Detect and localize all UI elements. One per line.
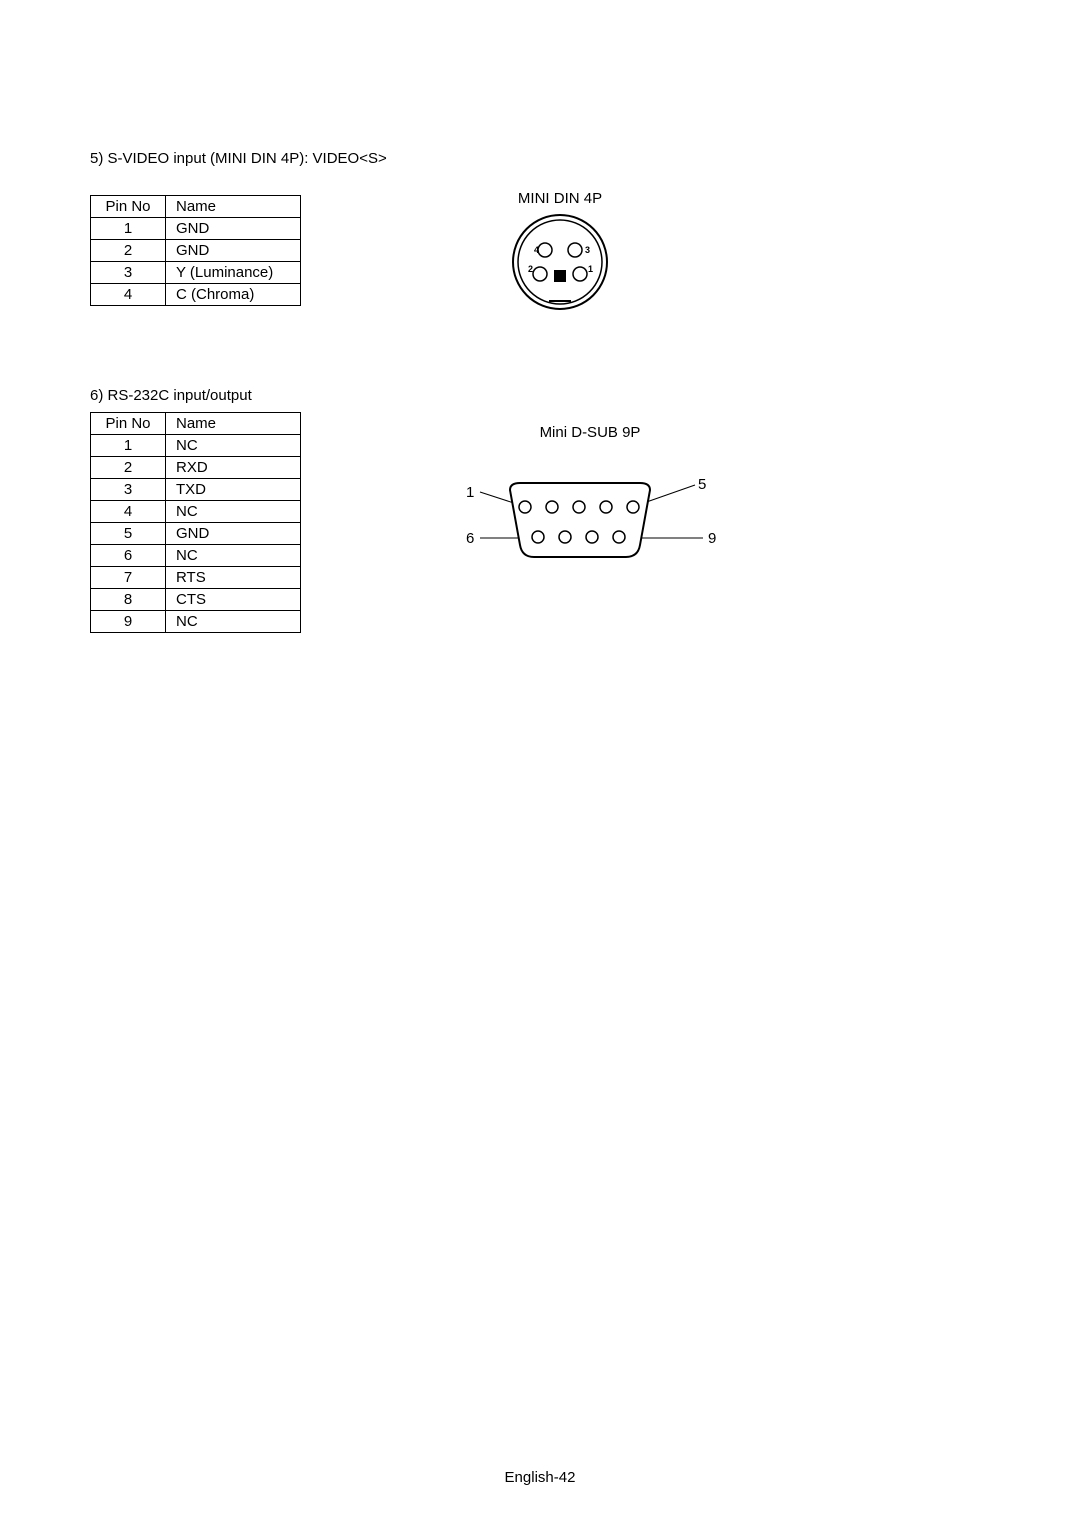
svideo-pin-table: Pin No Name 1GND 2GND 3Y (Luminance) 4C … [90,195,301,306]
section6-body: Pin No Name 1NC 2RXD 3TXD 4NC 5GND 6NC 7… [90,412,990,672]
dsub-icon: 1 5 6 9 [440,445,740,585]
table-row: 8CTS [91,589,301,611]
table-header-name: Name [166,196,301,218]
mini-din-diagram: MINI DIN 4P 4 3 2 1 [460,190,660,322]
svg-text:3: 3 [585,245,590,255]
table-row: 9NC [91,611,301,633]
table-row: 4C (Chroma) [91,284,301,306]
section6-heading: 6) RS-232C input/output [90,387,990,404]
mini-din-label: MINI DIN 4P [460,190,660,207]
table-row: 3Y (Luminance) [91,262,301,284]
table-row: 5GND [91,523,301,545]
table-row: 1GND [91,218,301,240]
page-content: 5) S-VIDEO input (MINI DIN 4P): VIDEO<S>… [90,150,990,672]
table-row: 1NC [91,435,301,457]
svg-text:2: 2 [528,264,533,274]
svg-text:1: 1 [466,484,474,501]
table-row: 4NC [91,501,301,523]
svg-text:1: 1 [588,264,593,274]
svg-text:6: 6 [466,530,474,547]
section5-body: Pin No Name 1GND 2GND 3Y (Luminance) 4C … [90,195,990,355]
table-row: 6NC [91,545,301,567]
svg-text:5: 5 [698,476,706,493]
table-row: 2RXD [91,457,301,479]
rs232-pin-table: Pin No Name 1NC 2RXD 3TXD 4NC 5GND 6NC 7… [90,412,301,633]
mini-din-icon: 4 3 2 1 [505,207,615,317]
svg-text:9: 9 [708,530,716,547]
table-row: 7RTS [91,567,301,589]
dsub-diagram: Mini D-SUB 9P [430,424,750,590]
table-row: 3TXD [91,479,301,501]
dsub-label: Mini D-SUB 9P [430,424,750,441]
section5-table-wrap: Pin No Name 1GND 2GND 3Y (Luminance) 4C … [90,195,301,306]
table-header-pin: Pin No [91,413,166,435]
section6-table-wrap: Pin No Name 1NC 2RXD 3TXD 4NC 5GND 6NC 7… [90,412,301,633]
svg-text:4: 4 [534,245,539,255]
page-footer: English-42 [0,1469,1080,1486]
section5-heading: 5) S-VIDEO input (MINI DIN 4P): VIDEO<S> [90,150,990,167]
table-header-name: Name [166,413,301,435]
table-row: 2GND [91,240,301,262]
table-header-pin: Pin No [91,196,166,218]
